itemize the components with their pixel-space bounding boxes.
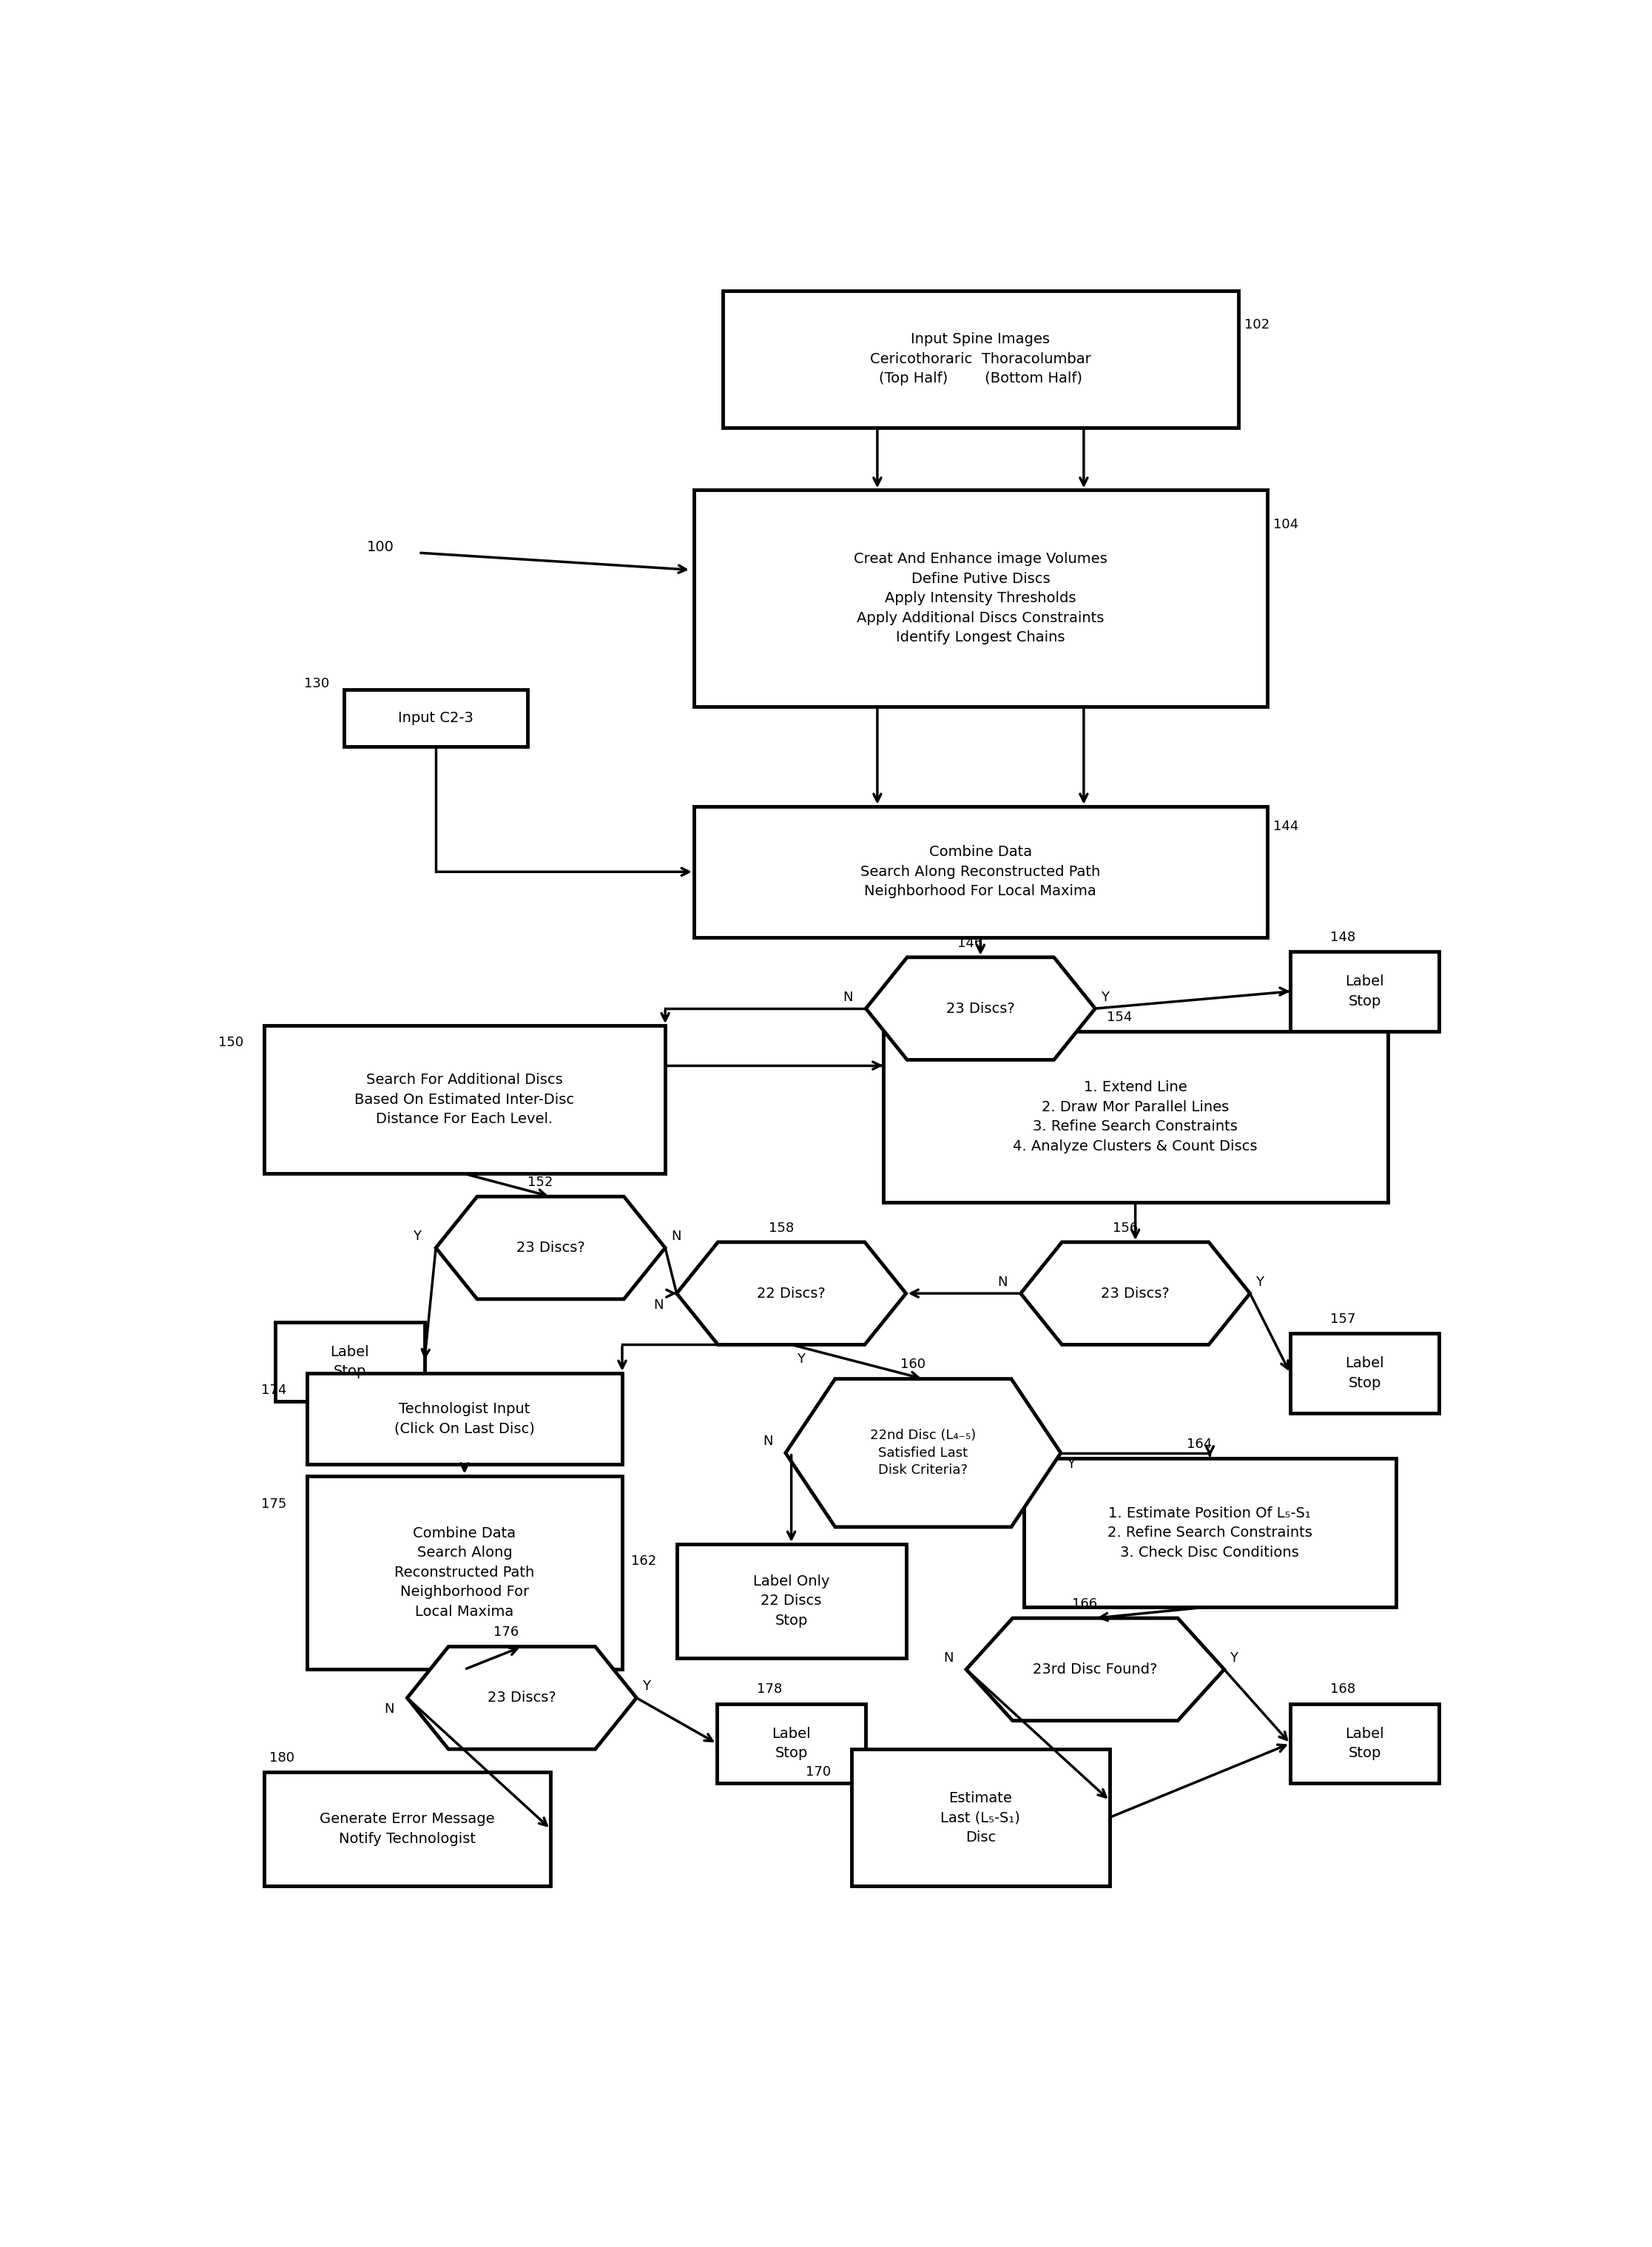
Text: 150: 150	[218, 1036, 243, 1049]
Text: Creat And Enhance image Volumes
Define Putive Discs
Apply Intensity Thresholds
A: Creat And Enhance image Volumes Define P…	[854, 553, 1107, 645]
Text: 176: 176	[494, 1627, 519, 1638]
FancyBboxPatch shape	[677, 1544, 905, 1658]
FancyBboxPatch shape	[722, 290, 1239, 427]
FancyBboxPatch shape	[1290, 1703, 1439, 1784]
Text: N: N	[385, 1703, 395, 1717]
Text: 162: 162	[631, 1555, 656, 1568]
Text: Combine Data
Search Along Reconstructed Path
Neighborhood For Local Maxima: Combine Data Search Along Reconstructed …	[861, 845, 1100, 899]
FancyBboxPatch shape	[694, 807, 1267, 937]
Polygon shape	[677, 1243, 905, 1344]
FancyBboxPatch shape	[694, 490, 1267, 706]
Text: 22 Discs?: 22 Discs?	[757, 1285, 826, 1301]
Text: Input Spine Images
Cericothoraric  Thoracolumbar
(Top Half)        (Bottom Half): Input Spine Images Cericothoraric Thorac…	[871, 333, 1090, 386]
Polygon shape	[786, 1380, 1061, 1528]
Text: 170: 170	[806, 1766, 831, 1780]
Text: 102: 102	[1244, 319, 1269, 333]
FancyBboxPatch shape	[344, 690, 527, 746]
Text: Y: Y	[796, 1353, 805, 1366]
Text: 148: 148	[1330, 930, 1356, 944]
Text: N: N	[943, 1652, 953, 1665]
FancyBboxPatch shape	[1290, 950, 1439, 1031]
FancyBboxPatch shape	[1290, 1332, 1439, 1413]
Text: 157: 157	[1330, 1312, 1356, 1326]
Text: N: N	[763, 1436, 773, 1447]
Text: Y: Y	[1231, 1652, 1237, 1665]
Text: Search For Additional Discs
Based On Estimated Inter-Disc
Distance For Each Leve: Search For Additional Discs Based On Est…	[355, 1074, 575, 1126]
Text: 130: 130	[304, 676, 329, 690]
Text: 146: 146	[958, 937, 983, 950]
Text: N: N	[998, 1276, 1008, 1290]
Polygon shape	[866, 957, 1095, 1061]
FancyBboxPatch shape	[307, 1476, 623, 1670]
Text: 175: 175	[261, 1497, 286, 1510]
Text: 158: 158	[768, 1220, 793, 1234]
Text: N: N	[671, 1229, 681, 1243]
Text: 23 Discs?: 23 Discs?	[487, 1690, 557, 1705]
Text: Combine Data
Search Along
Reconstructed Path
Neighborhood For
Local Maxima: Combine Data Search Along Reconstructed …	[395, 1526, 535, 1618]
Polygon shape	[406, 1647, 636, 1748]
Text: Y: Y	[643, 1681, 651, 1694]
Text: 156: 156	[1112, 1220, 1138, 1234]
FancyBboxPatch shape	[264, 1025, 666, 1173]
Polygon shape	[1021, 1243, 1251, 1344]
FancyBboxPatch shape	[851, 1748, 1110, 1885]
Text: 166: 166	[1072, 1598, 1097, 1611]
Text: Label
Stop: Label Stop	[330, 1346, 370, 1380]
Text: Label
Stop: Label Stop	[1345, 1357, 1384, 1391]
Text: 23rd Disc Found?: 23rd Disc Found?	[1032, 1663, 1158, 1676]
Text: 1. Extend Line
2. Draw Mor Parallel Lines
3. Refine Search Constraints
4. Analyz: 1. Extend Line 2. Draw Mor Parallel Line…	[1013, 1081, 1257, 1153]
Text: Y: Y	[1256, 1276, 1264, 1290]
Polygon shape	[436, 1198, 666, 1299]
Text: 154: 154	[1107, 1011, 1132, 1025]
FancyBboxPatch shape	[307, 1373, 623, 1465]
Text: 23 Discs?: 23 Discs?	[1100, 1285, 1170, 1301]
Text: 168: 168	[1330, 1683, 1356, 1696]
Text: 174: 174	[261, 1384, 286, 1398]
Text: Estimate
Last (L₅-S₁)
Disc: Estimate Last (L₅-S₁) Disc	[940, 1791, 1021, 1845]
FancyBboxPatch shape	[264, 1773, 550, 1885]
Text: 164: 164	[1186, 1438, 1213, 1452]
Text: 152: 152	[527, 1175, 553, 1189]
Text: 180: 180	[269, 1750, 294, 1764]
Text: Technologist Input
(Click On Last Disc): Technologist Input (Click On Last Disc)	[395, 1402, 535, 1436]
FancyBboxPatch shape	[1024, 1458, 1396, 1607]
Text: N: N	[654, 1299, 664, 1312]
Text: N: N	[843, 991, 852, 1004]
Text: Generate Error Message
Notify Technologist: Generate Error Message Notify Technologi…	[319, 1811, 494, 1845]
Polygon shape	[966, 1618, 1224, 1721]
Text: Label
Stop: Label Stop	[771, 1726, 811, 1759]
FancyBboxPatch shape	[717, 1703, 866, 1784]
FancyBboxPatch shape	[884, 1031, 1388, 1202]
Text: 22nd Disc (L₄₋₅)
Satisfied Last
Disk Criteria?: 22nd Disc (L₄₋₅) Satisfied Last Disk Cri…	[871, 1429, 976, 1476]
Text: Input C2-3: Input C2-3	[398, 710, 474, 726]
Text: 104: 104	[1274, 517, 1298, 530]
Text: Y: Y	[1100, 991, 1108, 1004]
Text: Label Only
22 Discs
Stop: Label Only 22 Discs Stop	[753, 1575, 829, 1627]
Text: Label
Stop: Label Stop	[1345, 975, 1384, 1009]
Text: 23 Discs?: 23 Discs?	[947, 1002, 1014, 1016]
Text: Label
Stop: Label Stop	[1345, 1726, 1384, 1759]
Text: 100: 100	[367, 539, 395, 555]
FancyBboxPatch shape	[276, 1321, 425, 1402]
Text: 1. Estimate Position Of L₅-S₁
2. Refine Search Constraints
3. Check Disc Conditi: 1. Estimate Position Of L₅-S₁ 2. Refine …	[1107, 1505, 1312, 1559]
Text: Y: Y	[1067, 1458, 1075, 1472]
Text: 144: 144	[1274, 820, 1298, 834]
Text: 178: 178	[757, 1683, 783, 1696]
Text: 160: 160	[900, 1357, 925, 1371]
Text: Y: Y	[413, 1229, 421, 1243]
Text: 23 Discs?: 23 Discs?	[515, 1240, 585, 1254]
